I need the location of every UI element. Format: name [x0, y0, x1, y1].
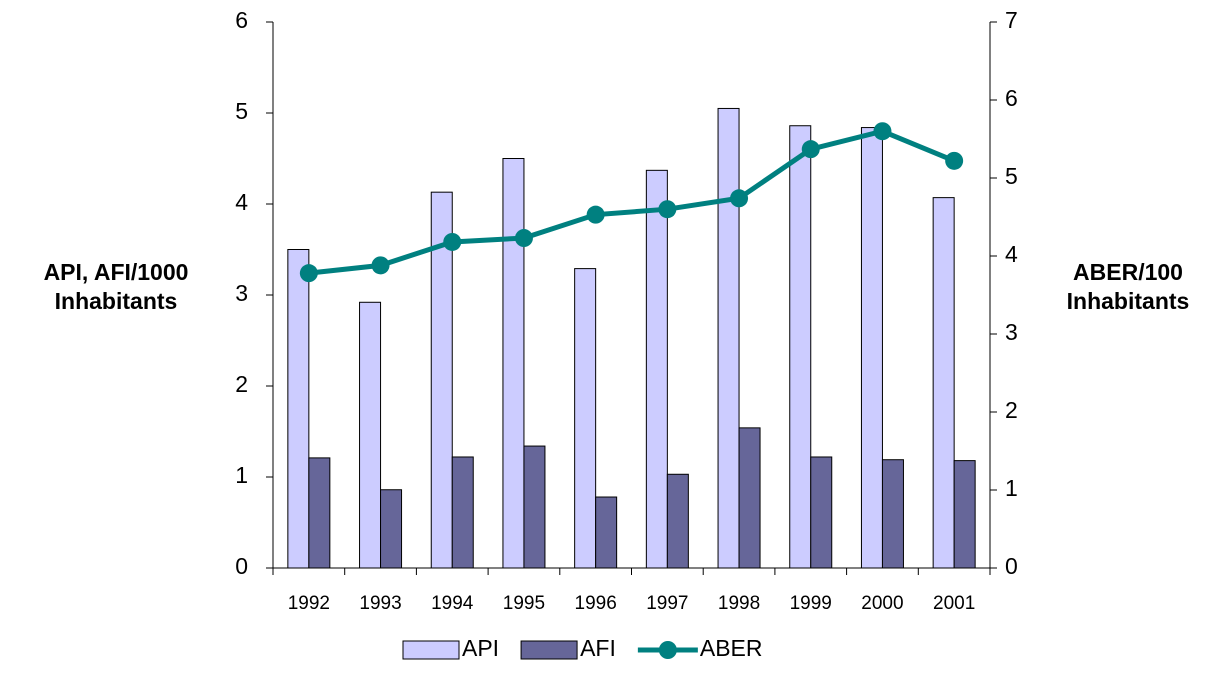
y-tick-label: 1	[235, 462, 248, 488]
y2-tick-label: 0	[1005, 553, 1018, 579]
y2-tick-label: 5	[1005, 163, 1018, 189]
bar	[738, 427, 761, 569]
bar	[932, 197, 955, 569]
bar	[380, 489, 403, 569]
bar	[451, 456, 474, 569]
y2-tick-label: 2	[1005, 397, 1018, 423]
line-marker	[730, 189, 749, 208]
x-tick-label: 2001	[933, 593, 975, 614]
line-marker	[873, 122, 892, 141]
bar	[881, 459, 904, 569]
x-tick-label: 1992	[288, 593, 330, 614]
legend-label: API	[462, 635, 499, 661]
bar	[287, 249, 310, 569]
legend-swatch	[402, 640, 460, 660]
x-tick-label: 2000	[861, 593, 903, 614]
y2-tick-label: 6	[1005, 85, 1018, 111]
line-marker	[299, 264, 318, 283]
y-tick-label: 6	[235, 7, 248, 33]
x-tick-label: 1993	[359, 593, 401, 614]
bar	[359, 301, 382, 569]
x-tick-label: 1994	[431, 593, 474, 614]
legend-swatch	[520, 640, 578, 660]
line	[308, 128, 956, 276]
bar	[717, 107, 740, 569]
bar	[308, 457, 331, 569]
y2-tick-label: 3	[1005, 319, 1018, 345]
bar	[523, 445, 546, 569]
x-tick-label: 1996	[575, 593, 617, 614]
x-tick-label: 1995	[503, 593, 545, 614]
bar	[860, 127, 883, 569]
bar	[953, 460, 976, 569]
y2-tick-label: 7	[1005, 7, 1018, 33]
y-tick-label: 5	[235, 98, 248, 124]
legend-label: ABER	[700, 635, 763, 661]
y-tick-label: 4	[235, 189, 248, 215]
line-marker	[586, 205, 605, 224]
x-tick-label: 1999	[790, 593, 832, 614]
line-marker	[371, 256, 390, 275]
line-marker	[801, 140, 820, 159]
bar	[666, 473, 689, 569]
y2-axis-title: ABER/100 Inhabitants	[1066, 259, 1190, 314]
line-marker	[658, 200, 677, 219]
line-marker	[945, 151, 964, 170]
line-marker	[514, 229, 533, 248]
y2-tick-label: 1	[1005, 475, 1018, 501]
y-tick-label: 0	[235, 553, 248, 579]
bar	[502, 158, 525, 569]
bar	[595, 496, 618, 569]
bar	[430, 191, 453, 569]
x-tick-label: 1998	[718, 593, 760, 614]
bar	[645, 169, 668, 569]
legend-marker	[658, 641, 677, 659]
y-axis-title: API, AFI/1000 Inhabitants	[43, 259, 189, 314]
bar	[574, 268, 597, 569]
y-tick-label: 3	[235, 280, 248, 306]
y-tick-label: 2	[235, 371, 248, 397]
x-tick-label: 1997	[646, 593, 688, 614]
y2-tick-label: 4	[1005, 241, 1018, 267]
line-marker	[443, 232, 462, 251]
bar	[789, 125, 812, 569]
legend-label: AFI	[580, 635, 616, 661]
bar	[810, 456, 833, 569]
